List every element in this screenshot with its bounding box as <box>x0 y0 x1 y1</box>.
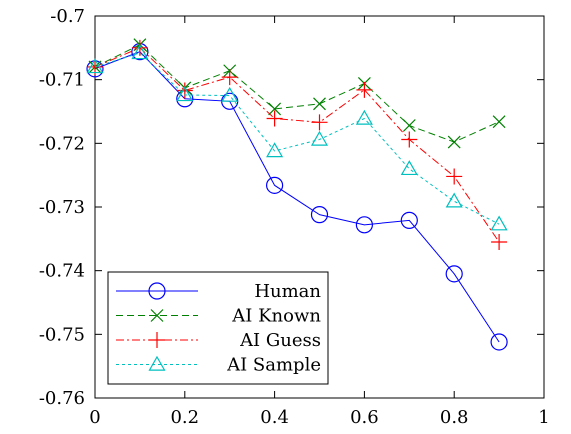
data-point-ai-known <box>447 135 461 149</box>
legend: Human AI Known AI Guess AI Sample <box>107 271 329 385</box>
x-tick-label: 0.6 <box>350 407 379 428</box>
data-point-ai-guess <box>356 81 373 98</box>
legend-marker-ai-guess <box>149 332 165 348</box>
series-ai-guess <box>87 39 508 251</box>
series-ai-sample <box>86 44 508 231</box>
y-tick-label: -0.7 <box>50 6 85 27</box>
data-point-ai-sample <box>221 86 239 102</box>
legend-marker-ai-known <box>150 309 164 322</box>
y-tick-label: -0.75 <box>39 324 85 345</box>
data-point-ai-guess <box>311 114 328 131</box>
data-point-human <box>355 216 373 234</box>
x-tick-label: 0 <box>89 407 100 428</box>
series-layer <box>86 38 508 351</box>
data-point-ai-guess <box>401 131 418 148</box>
data-point-ai-sample <box>355 109 373 125</box>
y-tick-label: -0.73 <box>39 197 85 218</box>
x-tick-label: 0.4 <box>260 407 289 428</box>
data-point-ai-sample <box>400 160 418 176</box>
data-point-human <box>266 176 284 194</box>
series-line-human <box>94 51 500 343</box>
data-point-ai-guess <box>176 82 193 99</box>
data-point-ai-known <box>402 119 416 132</box>
x-tick-label: 0.2 <box>170 407 199 428</box>
legend-label-human: Human <box>254 281 321 302</box>
series-ai-known <box>88 38 506 149</box>
x-tick-label: 1 <box>538 407 549 428</box>
data-point-human <box>400 211 418 229</box>
data-point-ai-guess <box>131 39 148 56</box>
x-tick-label: 0.8 <box>440 407 469 428</box>
data-point-ai-sample <box>266 142 284 158</box>
legend-label-ai-guess: AI Guess <box>239 330 321 351</box>
y-tick-label: -0.74 <box>39 261 85 282</box>
data-point-ai-known <box>313 97 326 111</box>
series-line-ai-sample <box>94 52 500 225</box>
legend-label-ai-known: AI Known <box>231 306 321 327</box>
axes-layer: 0 0.2 0.4 0.6 0.8 1 -0.7 -0.71 -0.72 -0.73 -0.74 -0… <box>39 6 550 428</box>
data-point-ai-sample <box>490 215 508 231</box>
legend-marker-ai-sample <box>148 355 166 371</box>
data-point-ai-sample <box>310 130 329 146</box>
y-tick-label: -0.72 <box>39 133 85 154</box>
legend-marker-human <box>148 282 166 300</box>
data-point-ai-sample <box>86 58 104 74</box>
data-point-ai-guess <box>446 168 463 185</box>
data-point-ai-sample <box>176 86 194 102</box>
data-point-ai-known <box>492 115 506 129</box>
data-point-ai-known <box>268 102 282 116</box>
series-line-ai-guess <box>94 47 500 243</box>
data-point-ai-guess <box>491 234 508 251</box>
data-point-ai-guess <box>266 110 283 127</box>
data-point-human <box>490 333 508 351</box>
y-tick-label: -0.76 <box>39 388 85 409</box>
y-tick-label: -0.71 <box>39 70 85 91</box>
data-point-ai-sample <box>131 44 149 60</box>
series-line-ai-known <box>94 44 500 143</box>
legend-label-ai-sample: AI Sample <box>226 355 321 376</box>
data-point-human <box>310 206 329 224</box>
data-point-human <box>445 265 463 283</box>
data-point-ai-sample <box>445 192 463 208</box>
data-point-ai-guess <box>221 69 238 86</box>
